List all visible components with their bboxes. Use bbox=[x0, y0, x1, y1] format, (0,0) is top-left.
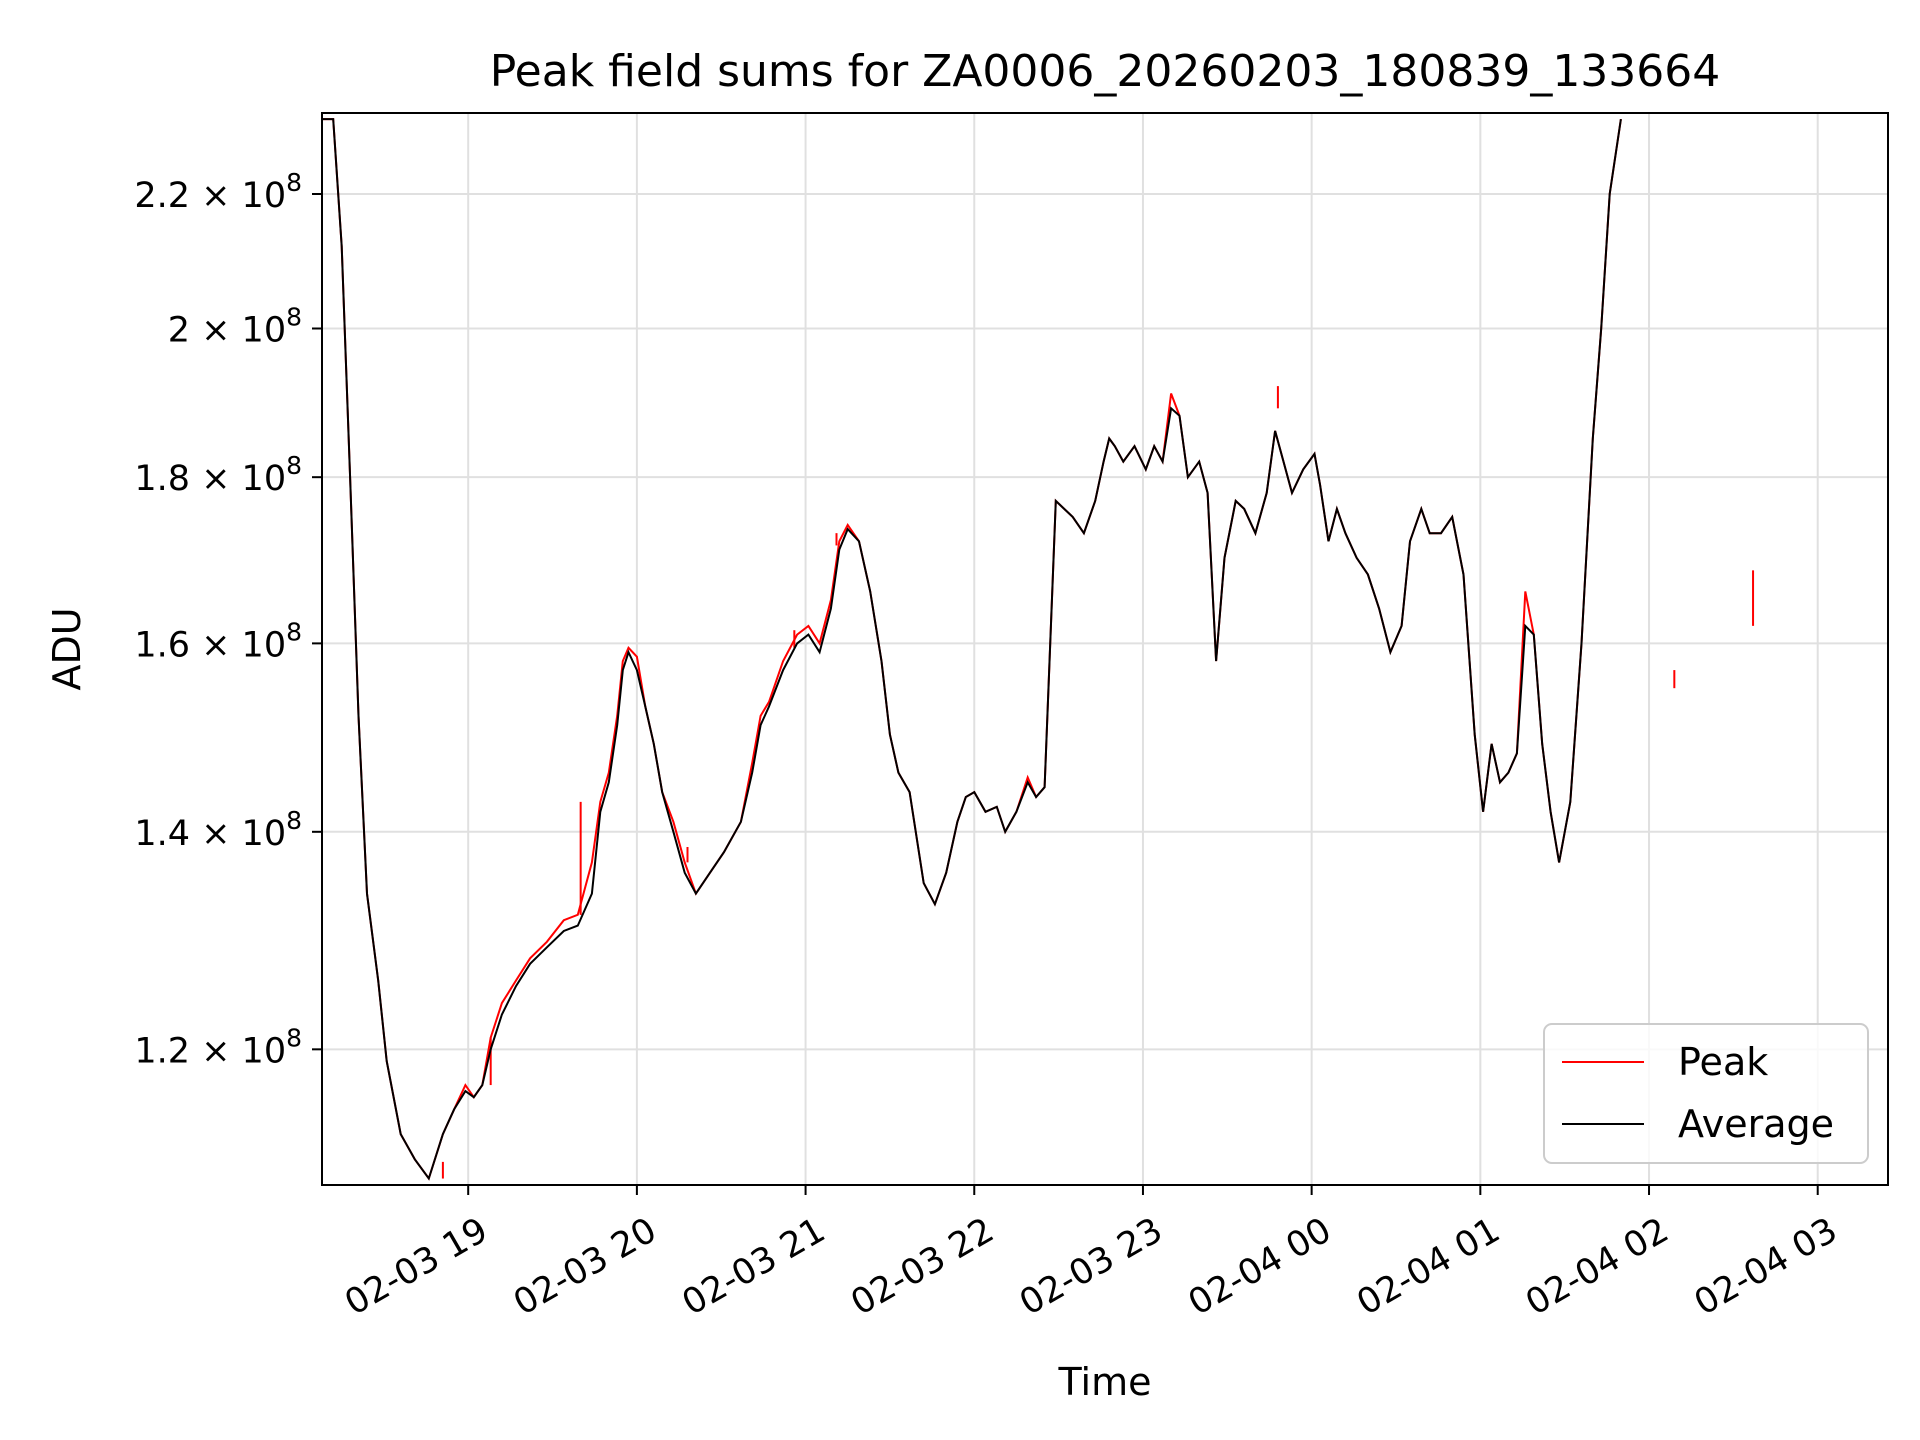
y-axis-label: ADU bbox=[45, 607, 89, 690]
series-average-line bbox=[322, 118, 1622, 1181]
y-axis: 1.2 × 108 1.4 × 108 1.6 × 108 1.8 × 108 2 × … bbox=[134, 168, 322, 1071]
y-tick-label: 1.2 × 108 bbox=[134, 1023, 302, 1071]
legend: Peak Average bbox=[1543, 1023, 1869, 1164]
legend-box bbox=[1543, 1023, 1869, 1164]
y-tick-label: 1.4 × 108 bbox=[134, 806, 302, 854]
chart-title: Peak field sums for ZA0006_20260203_1808… bbox=[490, 46, 1721, 97]
plot-lines bbox=[322, 118, 1755, 1181]
y-tick-label: 2.2 × 108 bbox=[134, 168, 302, 216]
legend-label-average: Average bbox=[1678, 1102, 1834, 1146]
plot-frame bbox=[321, 112, 1889, 1186]
x-axis-label: Time bbox=[1058, 1360, 1152, 1404]
y-tick-label: 2 × 108 bbox=[168, 303, 302, 351]
legend-label-peak: Peak bbox=[1678, 1040, 1768, 1084]
y-tick-label: 1.6 × 108 bbox=[134, 617, 302, 665]
y-tick-label: 1.8 × 108 bbox=[134, 451, 302, 499]
